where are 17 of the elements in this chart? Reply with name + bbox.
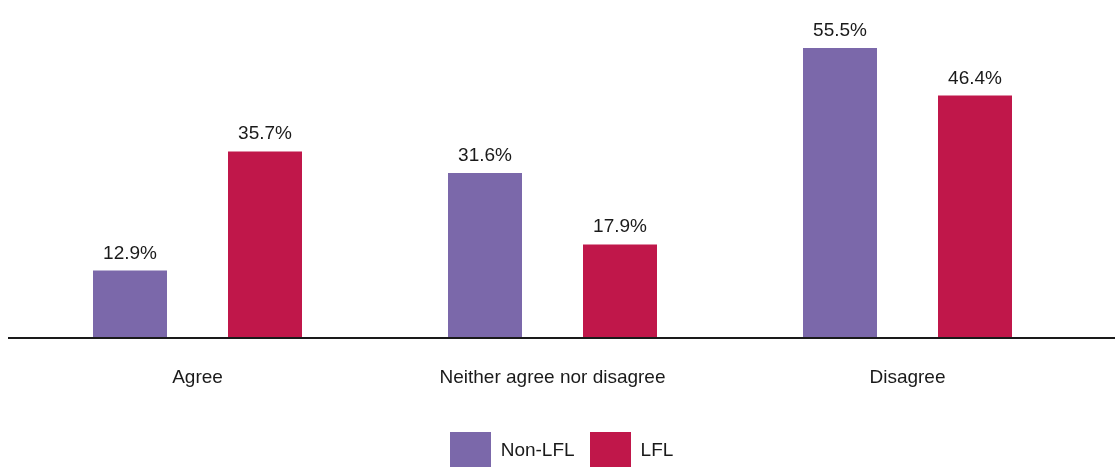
x-tick-label: Disagree xyxy=(869,366,946,388)
legend-label: LFL xyxy=(640,438,674,461)
bar xyxy=(448,172,522,338)
bar xyxy=(228,151,302,338)
data-label: 17.9% xyxy=(593,215,648,237)
data-label: 31.6% xyxy=(458,143,513,165)
data-label: 35.7% xyxy=(238,122,293,144)
bar xyxy=(938,95,1012,338)
bar xyxy=(93,270,167,338)
x-tick-label: Neither agree nor disagree xyxy=(439,366,666,388)
bar xyxy=(583,244,657,338)
x-tick-label: Agree xyxy=(172,366,223,388)
data-label: 12.9% xyxy=(103,241,158,263)
bar xyxy=(803,48,877,338)
legend-label: Non-LFL xyxy=(500,438,575,461)
data-label: 46.4% xyxy=(948,66,1003,88)
data-label: 55.5% xyxy=(813,19,868,40)
